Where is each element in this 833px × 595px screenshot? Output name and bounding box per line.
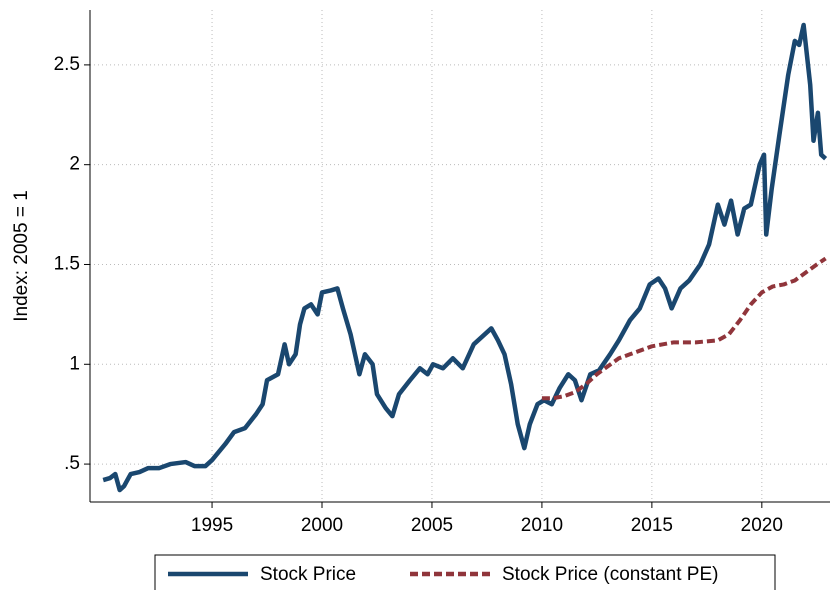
y-tick-label: 2 [69,154,80,175]
x-tick-label: 2020 [741,515,783,536]
x-tick-label: 2000 [301,515,343,536]
legend-label: Stock Price [260,564,356,585]
y-tick-label: 1 [69,353,80,374]
x-tick-label: 2005 [411,515,453,536]
y-tick-label: .5 [64,453,80,474]
y-tick-label: 2.5 [54,54,80,75]
legend-label: Stock Price (constant PE) [502,564,718,585]
series-line [541,256,827,401]
x-tick-label: 2010 [521,515,563,536]
x-tick-label: 1995 [191,515,233,536]
y-tick-label: 1.5 [54,253,80,274]
series-line [102,22,828,493]
x-tick-label: 2015 [631,515,673,536]
y-axis-label: Index: 2005 = 1 [11,190,32,322]
